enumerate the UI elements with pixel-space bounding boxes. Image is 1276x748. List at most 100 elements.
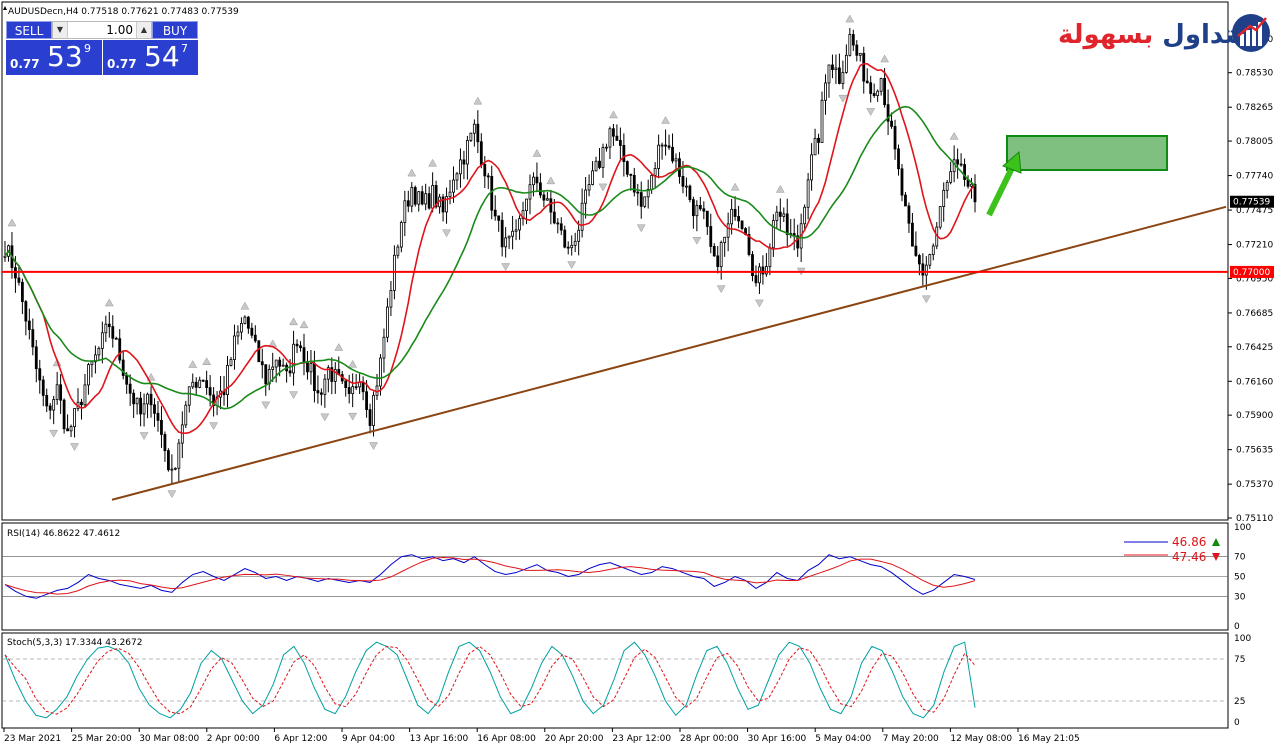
buy-price[interactable]: 0.77 54 7	[103, 40, 198, 75]
trendline[interactable]	[111, 205, 1227, 501]
main-plot-area[interactable]	[1, 1, 1229, 521]
rsi-signal-line	[4, 556, 976, 595]
candle-body	[27, 320, 31, 330]
candle-body	[625, 161, 629, 175]
time-tick-label: 30 Mar 08:00	[139, 734, 199, 744]
time-tick-label: 5 May 04:00	[815, 734, 871, 744]
candle-body	[326, 367, 330, 380]
candle-body	[834, 67, 838, 71]
candle-body	[900, 168, 904, 196]
candle-body	[949, 171, 953, 183]
candle-body	[333, 369, 337, 382]
candle-body	[810, 154, 813, 181]
target-box[interactable]	[1006, 135, 1168, 171]
candle-body	[914, 245, 918, 256]
candle-body	[931, 245, 935, 256]
stoch-main-line	[4, 641, 976, 719]
candle-body	[764, 266, 768, 275]
candle-body	[963, 164, 966, 180]
lot-value[interactable]: 1.00	[106, 23, 133, 37]
fractal-down-icon	[838, 94, 848, 103]
candle-body	[893, 125, 897, 150]
candle-body	[313, 363, 316, 391]
candle-body	[344, 380, 348, 388]
fractal-down-icon	[320, 413, 330, 422]
fractal-down-icon	[636, 224, 646, 233]
candle-body	[942, 189, 946, 207]
price-tick-label: 0.78005	[1236, 137, 1273, 147]
buy-button[interactable]: BUY	[152, 21, 198, 39]
candle-body	[448, 191, 452, 197]
candle-body	[233, 335, 236, 360]
candle-body	[813, 137, 817, 156]
lot-down-icon[interactable]: ▼	[53, 22, 68, 38]
candle-body	[844, 54, 848, 73]
candle-body	[771, 220, 775, 249]
candle-body	[38, 368, 42, 381]
time-tick-label: 16 Apr 08:00	[477, 734, 536, 744]
candle-body	[751, 254, 754, 277]
candle-body	[490, 175, 494, 211]
candle-body	[504, 237, 508, 248]
candle-body	[87, 364, 90, 386]
candle-body	[615, 135, 619, 141]
candle-body	[591, 170, 594, 185]
collapse-icon[interactable]	[3, 6, 7, 10]
sell-price[interactable]: 0.77 53 9	[6, 40, 102, 75]
candle-body	[705, 210, 709, 227]
candle-body	[535, 176, 539, 184]
candle-body	[608, 128, 612, 148]
candle-body	[3, 255, 7, 258]
candle-body	[17, 277, 21, 283]
lot-size-input[interactable]: ▼ 1.00 ▲	[52, 21, 152, 39]
last-price-label: 0.77539	[1233, 198, 1270, 208]
candle-body	[938, 206, 942, 228]
sell-button[interactable]: SELL	[6, 21, 52, 39]
rsi-levels: 100 70 50 30 0	[2, 523, 1251, 632]
candle-body	[323, 378, 327, 395]
fractal-markers	[7, 14, 959, 499]
candle-body	[472, 123, 476, 134]
fractal-down-icon	[442, 229, 451, 238]
candle-body	[240, 322, 243, 333]
rsi-tick-label: 100	[1234, 523, 1251, 533]
time-tick-label: 12 May 08:00	[950, 734, 1012, 744]
sell-price-pip: 9	[84, 42, 91, 55]
candle-body	[924, 264, 928, 276]
candle-body	[365, 391, 368, 411]
candle-body	[45, 394, 49, 407]
fractal-down-icon	[501, 263, 511, 271]
candle-body	[278, 359, 282, 367]
candle-body	[187, 386, 191, 406]
fractal-down-icon	[369, 442, 378, 451]
candle-body	[733, 208, 737, 217]
candle-body	[469, 132, 473, 141]
candle-body	[657, 144, 661, 169]
candle-body	[142, 403, 146, 415]
candle-body	[827, 64, 831, 84]
stoch-panel[interactable]	[1, 632, 1229, 729]
candle-body	[643, 196, 647, 207]
time-tick-label: 2 Apr 00:00	[207, 734, 260, 744]
fractal-down-icon	[692, 236, 702, 245]
candle-body	[121, 359, 125, 376]
candle-body	[306, 361, 309, 373]
price-tick-label: 0.75900	[1236, 411, 1273, 421]
brand-emblem-icon	[1232, 14, 1270, 52]
fractal-up-icon	[775, 184, 785, 193]
lot-up-icon[interactable]: ▲	[136, 22, 151, 38]
time-tick-label: 13 Apr 16:00	[410, 734, 469, 744]
candle-body	[347, 387, 351, 395]
candle-body	[246, 316, 250, 329]
candle-body	[612, 128, 615, 137]
candle-body	[476, 123, 480, 143]
candle-body	[406, 200, 410, 207]
candle-body	[160, 419, 163, 435]
rsi-tick-label: 50	[1234, 573, 1246, 583]
candle-body	[709, 226, 713, 247]
fractal-up-icon	[289, 317, 298, 326]
fractal-down-icon	[921, 295, 931, 304]
price-tick-label: 0.77210	[1236, 241, 1273, 251]
candle-body	[107, 323, 111, 328]
